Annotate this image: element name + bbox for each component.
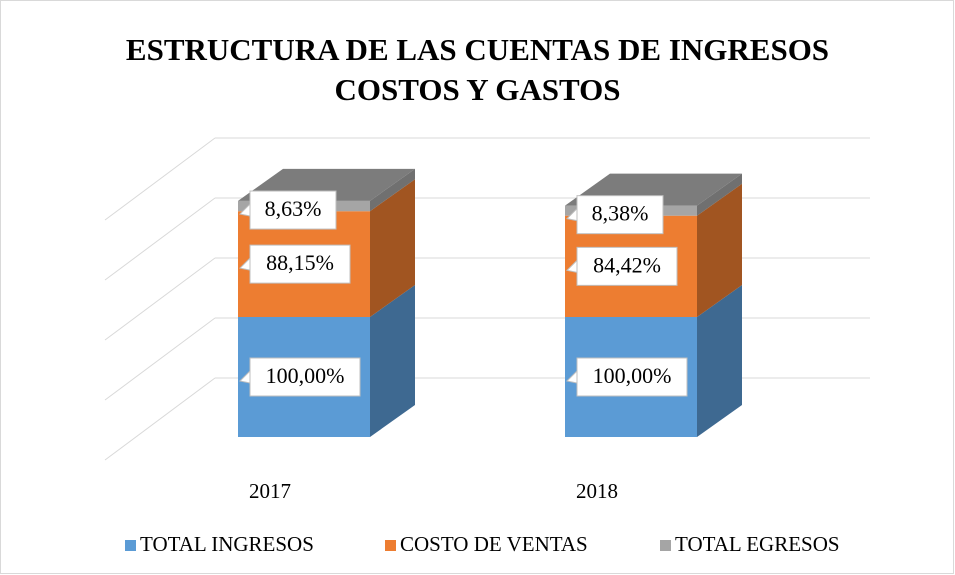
legend-swatch: [660, 540, 671, 551]
chart-title: ESTRUCTURA DE LAS CUENTAS DE INGRESOS CO…: [125, 32, 830, 107]
data-label: 8,63%: [265, 196, 322, 221]
grid-line: [104, 137, 216, 221]
grid-line: [104, 257, 216, 341]
bar-side: [697, 183, 742, 317]
label-box: [249, 357, 361, 397]
label-box: [576, 195, 664, 235]
data-label: 8,38%: [592, 201, 649, 226]
grid-line: [104, 377, 216, 461]
label-box: [249, 190, 337, 230]
legend-swatch: [125, 540, 136, 551]
label-box: [576, 246, 678, 286]
data-label: 84,42%: [593, 252, 661, 277]
legend-label: TOTAL EGRESOS: [675, 532, 840, 556]
legend-label: TOTAL INGRESOS: [140, 532, 314, 556]
bar-side: [697, 285, 742, 437]
data-label: 88,15%: [266, 250, 334, 275]
grid-line: [104, 317, 216, 401]
label-box: [576, 357, 688, 397]
x-tick-label: 2018: [576, 479, 618, 503]
legend-swatch: [385, 540, 396, 551]
legend-label: COSTO DE VENTAS: [400, 532, 588, 556]
bar-side: [370, 285, 415, 437]
data-label: 100,00%: [593, 363, 672, 388]
bar-side: [370, 179, 415, 317]
bar-side: [697, 173, 742, 216]
grid-line: [104, 197, 216, 281]
x-tick-label: 2017: [249, 479, 291, 503]
data-label: 100,00%: [266, 363, 345, 388]
label-box: [249, 244, 351, 284]
bar-side: [370, 168, 415, 212]
